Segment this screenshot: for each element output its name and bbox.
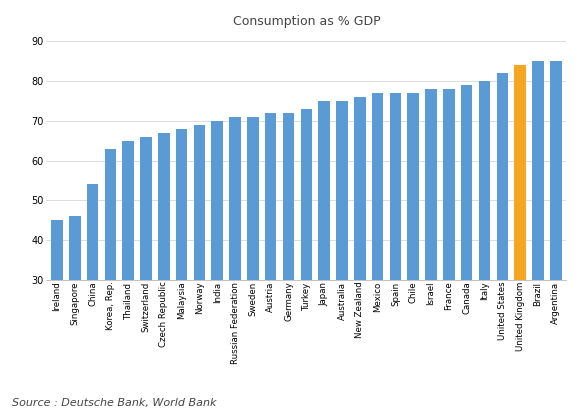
- Bar: [51, 220, 63, 280]
- Bar: [550, 61, 562, 280]
- Bar: [265, 113, 276, 280]
- Bar: [176, 129, 187, 280]
- Text: Source : Deutsche Bank, World Bank: Source : Deutsche Bank, World Bank: [12, 398, 216, 408]
- Bar: [123, 140, 134, 280]
- Bar: [532, 61, 544, 280]
- Bar: [229, 117, 241, 280]
- Bar: [140, 137, 152, 280]
- Bar: [407, 93, 419, 280]
- Bar: [158, 133, 169, 280]
- Bar: [514, 65, 526, 280]
- Bar: [497, 73, 508, 280]
- Bar: [443, 89, 455, 280]
- Bar: [390, 93, 401, 280]
- Bar: [283, 113, 294, 280]
- Bar: [87, 185, 98, 280]
- Bar: [212, 121, 223, 280]
- Bar: [194, 125, 205, 280]
- Bar: [247, 117, 259, 280]
- Bar: [425, 89, 437, 280]
- Bar: [69, 216, 80, 280]
- Bar: [354, 97, 365, 280]
- Title: Consumption as % GDP: Consumption as % GDP: [232, 15, 380, 28]
- Bar: [372, 93, 383, 280]
- Bar: [105, 149, 116, 280]
- Bar: [318, 101, 330, 280]
- Bar: [479, 81, 490, 280]
- Bar: [461, 85, 472, 280]
- Bar: [301, 109, 312, 280]
- Bar: [336, 101, 348, 280]
